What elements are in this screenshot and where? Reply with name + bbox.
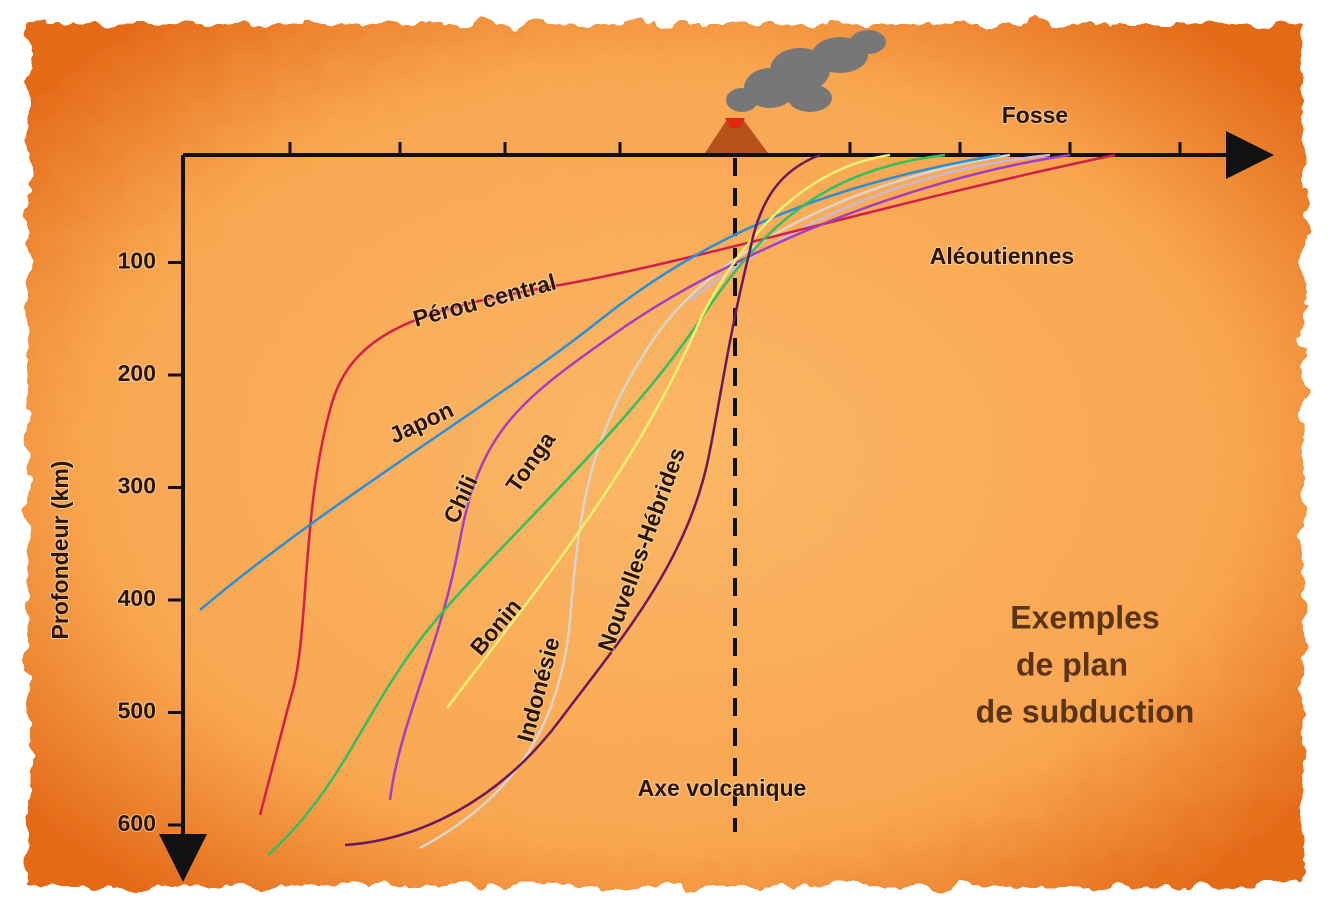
zone-label: Aléoutiennes xyxy=(930,243,1074,269)
title-line: de plan xyxy=(1016,646,1128,682)
title-line: Exemples xyxy=(1010,599,1159,635)
title-line: de subduction xyxy=(976,693,1195,729)
depth-axis-label: Profondeur (km) xyxy=(47,461,73,640)
y-tick-label: 600 xyxy=(118,810,156,836)
y-tick-label: 100 xyxy=(118,248,156,274)
y-tick-label: 500 xyxy=(118,698,156,724)
y-tick-label: 300 xyxy=(118,473,156,499)
y-tick-label: 400 xyxy=(118,585,156,611)
volcanic-axis-label: Axe volcanique xyxy=(638,775,807,801)
diagram: Fosse Aléoutiennes Pérou central Japon C… xyxy=(0,0,1330,908)
trench-label: Fosse xyxy=(1002,102,1068,128)
y-tick-label: 200 xyxy=(118,360,156,386)
